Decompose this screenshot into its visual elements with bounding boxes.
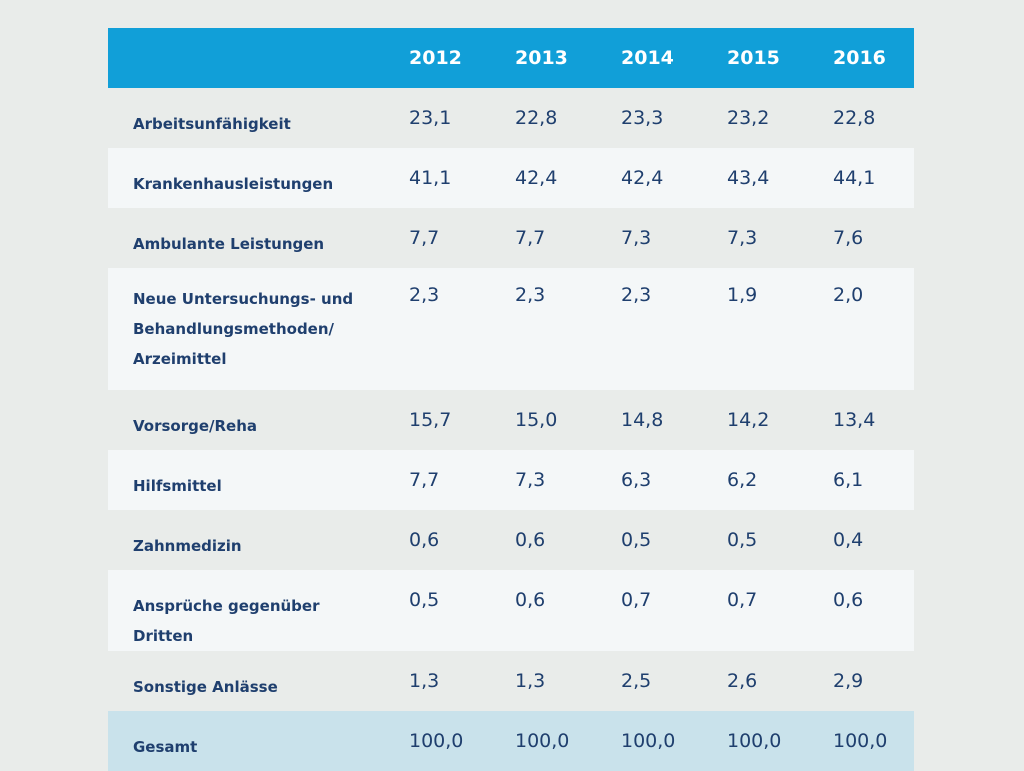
cell-2014: 0,5 <box>621 529 652 551</box>
row-label: Ansprüche gegenüber Dritten <box>133 597 320 645</box>
cell-2013: 0,6 <box>515 589 546 611</box>
row-label: Zahnmedizin <box>133 537 242 555</box>
cell-2014: 100,0 <box>621 730 676 752</box>
cell-2014: 23,3 <box>621 107 664 129</box>
cell-2015: 1,9 <box>727 284 758 306</box>
table-row-zahnmedizin: Zahnmedizin 0,6 0,6 0,5 0,5 0,4 <box>108 510 914 570</box>
table-row-neue-untersuchungsmethoden: Neue Untersuchungs- und Behandlungsmetho… <box>108 268 914 390</box>
table-row-sonstige-anlaesse: Sonstige Anlässe 1,3 1,3 2,5 2,6 2,9 <box>108 651 914 711</box>
table-row-ansprueche-dritte: Ansprüche gegenüber Dritten 0,5 0,6 0,7 … <box>108 570 914 651</box>
row-label: Gesamt <box>133 738 198 756</box>
cell-2015: 0,5 <box>727 529 758 551</box>
cell-2015: 43,4 <box>727 167 770 189</box>
header-year-2014: 2014 <box>621 47 674 69</box>
header-label-cell <box>108 28 384 88</box>
row-label: Krankenhausleistungen <box>133 175 334 193</box>
cell-2014: 14,8 <box>621 409 664 431</box>
cell-2012: 23,1 <box>409 107 452 129</box>
cell-2016: 6,1 <box>833 469 864 491</box>
cell-2013: 15,0 <box>515 409 558 431</box>
cell-2016: 13,4 <box>833 409 876 431</box>
data-table-container: 2012 2013 2014 2015 2016 Arbeitsunfähigk… <box>108 28 914 771</box>
cell-2014: 42,4 <box>621 167 664 189</box>
cell-2016: 22,8 <box>833 107 876 129</box>
cell-2012: 0,6 <box>409 529 440 551</box>
cell-2013: 42,4 <box>515 167 558 189</box>
table-row-hilfsmittel: Hilfsmittel 7,7 7,3 6,3 6,2 6,1 <box>108 450 914 510</box>
cell-2016: 7,6 <box>833 227 864 249</box>
cell-2015: 2,6 <box>727 670 758 692</box>
cell-2016: 44,1 <box>833 167 876 189</box>
cell-2016: 2,0 <box>833 284 864 306</box>
table-header-row: 2012 2013 2014 2015 2016 <box>108 28 914 88</box>
cell-2016: 2,9 <box>833 670 864 692</box>
cell-2012: 7,7 <box>409 469 440 491</box>
cell-2015: 6,2 <box>727 469 758 491</box>
table-row-vorsorge-reha: Vorsorge/Reha 15,7 15,0 14,8 14,2 13,4 <box>108 390 914 450</box>
cell-2014: 2,5 <box>621 670 652 692</box>
data-table: 2012 2013 2014 2015 2016 Arbeitsunfähigk… <box>108 28 914 771</box>
cell-2012: 7,7 <box>409 227 440 249</box>
cell-2013: 2,3 <box>515 284 546 306</box>
cell-2016: 0,6 <box>833 589 864 611</box>
table-row-ambulante-leistungen: Ambulante Leistungen 7,7 7,7 7,3 7,3 7,6 <box>108 208 914 268</box>
row-label-line: Behandlungsmethoden/ <box>133 320 335 338</box>
table-row-krankenhausleistungen: Krankenhausleistungen 41,1 42,4 42,4 43,… <box>108 148 914 208</box>
cell-2013: 100,0 <box>515 730 570 752</box>
row-label: Vorsorge/Reha <box>133 417 258 435</box>
row-label: Arbeitsunfähigkeit <box>133 115 291 133</box>
cell-2013: 7,3 <box>515 469 546 491</box>
cell-2015: 14,2 <box>727 409 770 431</box>
cell-2016: 100,0 <box>833 730 888 752</box>
cell-2013: 1,3 <box>515 670 546 692</box>
cell-2015: 0,7 <box>727 589 758 611</box>
row-label-line: Arzeimittel <box>133 350 227 368</box>
row-label: Sonstige Anlässe <box>133 678 278 696</box>
cell-2012: 0,5 <box>409 589 440 611</box>
cell-2016: 0,4 <box>833 529 864 551</box>
cell-2012: 2,3 <box>409 284 440 306</box>
header-year-2016: 2016 <box>833 47 886 69</box>
header-year-2012: 2012 <box>409 47 462 69</box>
cell-2014: 0,7 <box>621 589 652 611</box>
row-label: Neue Untersuchungs- und Behandlungsmetho… <box>108 268 384 390</box>
cell-2014: 6,3 <box>621 469 652 491</box>
row-label-line: Neue Untersuchungs- und <box>133 290 354 308</box>
table-row-arbeitsunfaehigkeit: Arbeitsunfähigkeit 23,1 22,8 23,3 23,2 2… <box>108 88 914 148</box>
table-row-gesamt: Gesamt 100,0 100,0 100,0 100,0 100,0 <box>108 711 914 771</box>
cell-2014: 2,3 <box>621 284 652 306</box>
cell-2012: 1,3 <box>409 670 440 692</box>
cell-2015: 23,2 <box>727 107 770 129</box>
cell-2012: 100,0 <box>409 730 464 752</box>
cell-2013: 22,8 <box>515 107 558 129</box>
cell-2013: 7,7 <box>515 227 546 249</box>
cell-2015: 100,0 <box>727 730 782 752</box>
cell-2014: 7,3 <box>621 227 652 249</box>
cell-2012: 41,1 <box>409 167 452 189</box>
cell-2015: 7,3 <box>727 227 758 249</box>
row-label: Hilfsmittel <box>133 477 222 495</box>
cell-2012: 15,7 <box>409 409 452 431</box>
cell-2013: 0,6 <box>515 529 546 551</box>
header-year-2015: 2015 <box>727 47 780 69</box>
row-label: Ambulante Leistungen <box>133 235 325 253</box>
header-year-2013: 2013 <box>515 47 568 69</box>
